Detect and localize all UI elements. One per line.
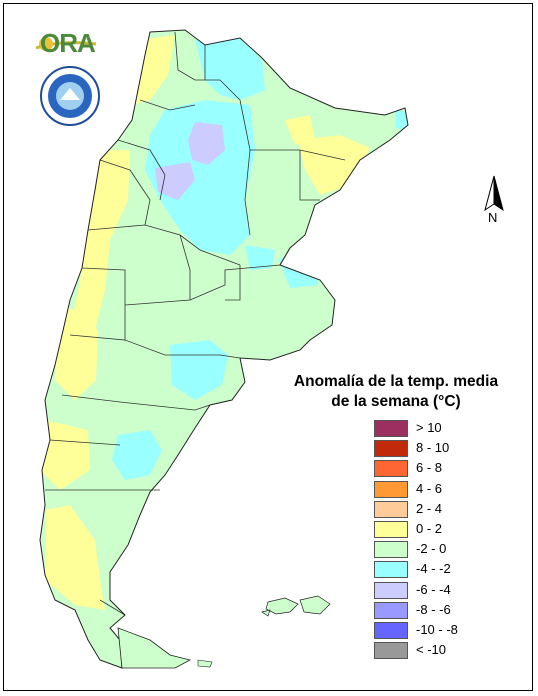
legend-swatch <box>374 621 408 639</box>
legend-label: -10 - -8 <box>416 621 458 637</box>
legend-label: 2 - 4 <box>416 500 443 516</box>
anomaly-zone-cyan <box>245 245 275 270</box>
anomaly-zone-yellow <box>45 505 105 610</box>
legend-title-line1: Anomalía de la temp. media <box>293 373 499 390</box>
legend-label: 6 - 8 <box>416 460 443 476</box>
isla-de-los-estados <box>197 659 213 668</box>
legend-swatch <box>374 561 408 579</box>
legend-swatch <box>374 601 408 619</box>
legend-swatch <box>374 581 408 599</box>
anomaly-zone-yellow <box>285 115 315 145</box>
anomaly-zone-cyan <box>395 110 408 130</box>
legend-label: > 10 <box>416 420 442 435</box>
legend-swatch <box>374 440 408 458</box>
legend-label: -8 - -6 <box>416 601 451 617</box>
ora-logo-swoosh <box>35 37 97 51</box>
anomaly-zone-cyan <box>195 38 265 100</box>
legend-swatch <box>374 420 408 437</box>
malvinas-islands <box>261 595 331 617</box>
legend-label: -6 - -4 <box>416 581 451 597</box>
anomaly-zone-yellow <box>40 420 90 490</box>
tierra-del-fuego <box>117 627 192 669</box>
legend-label: < -10 <box>416 642 446 658</box>
anomaly-zone-yellow <box>70 150 130 360</box>
legend-label: -2 - 0 <box>416 541 447 557</box>
legend-title: Anomalía de la temp. media de la semana … <box>286 372 506 412</box>
legend-label: 0 - 2 <box>416 520 443 536</box>
legend-swatch <box>374 500 408 518</box>
legend-swatch <box>374 480 408 498</box>
north-label: N <box>488 210 498 225</box>
anomaly-zone-lavender <box>155 162 195 200</box>
legend-swatch <box>374 642 408 660</box>
anomaly-zone-lavender <box>188 122 225 165</box>
anomaly-zone-cyan <box>112 430 162 480</box>
legend-label: 8 - 10 <box>416 440 450 456</box>
legend-swatch <box>374 460 408 478</box>
north-arrow-icon <box>484 175 504 212</box>
legend-swatch <box>374 520 408 538</box>
agency-seal-logo <box>40 66 100 126</box>
legend-label: 4 - 6 <box>416 480 443 496</box>
country-outline <box>39 29 409 669</box>
ora-logo-text: ORA <box>40 28 96 58</box>
anomaly-zone-cyan <box>145 100 255 255</box>
legend-label: -4 - -2 <box>416 561 451 577</box>
legend-swatch <box>374 541 408 559</box>
country-base-fill <box>40 30 408 668</box>
legend-title-line2: de la semana (°C) <box>331 393 461 410</box>
anomaly-zone-yellow <box>55 300 98 400</box>
